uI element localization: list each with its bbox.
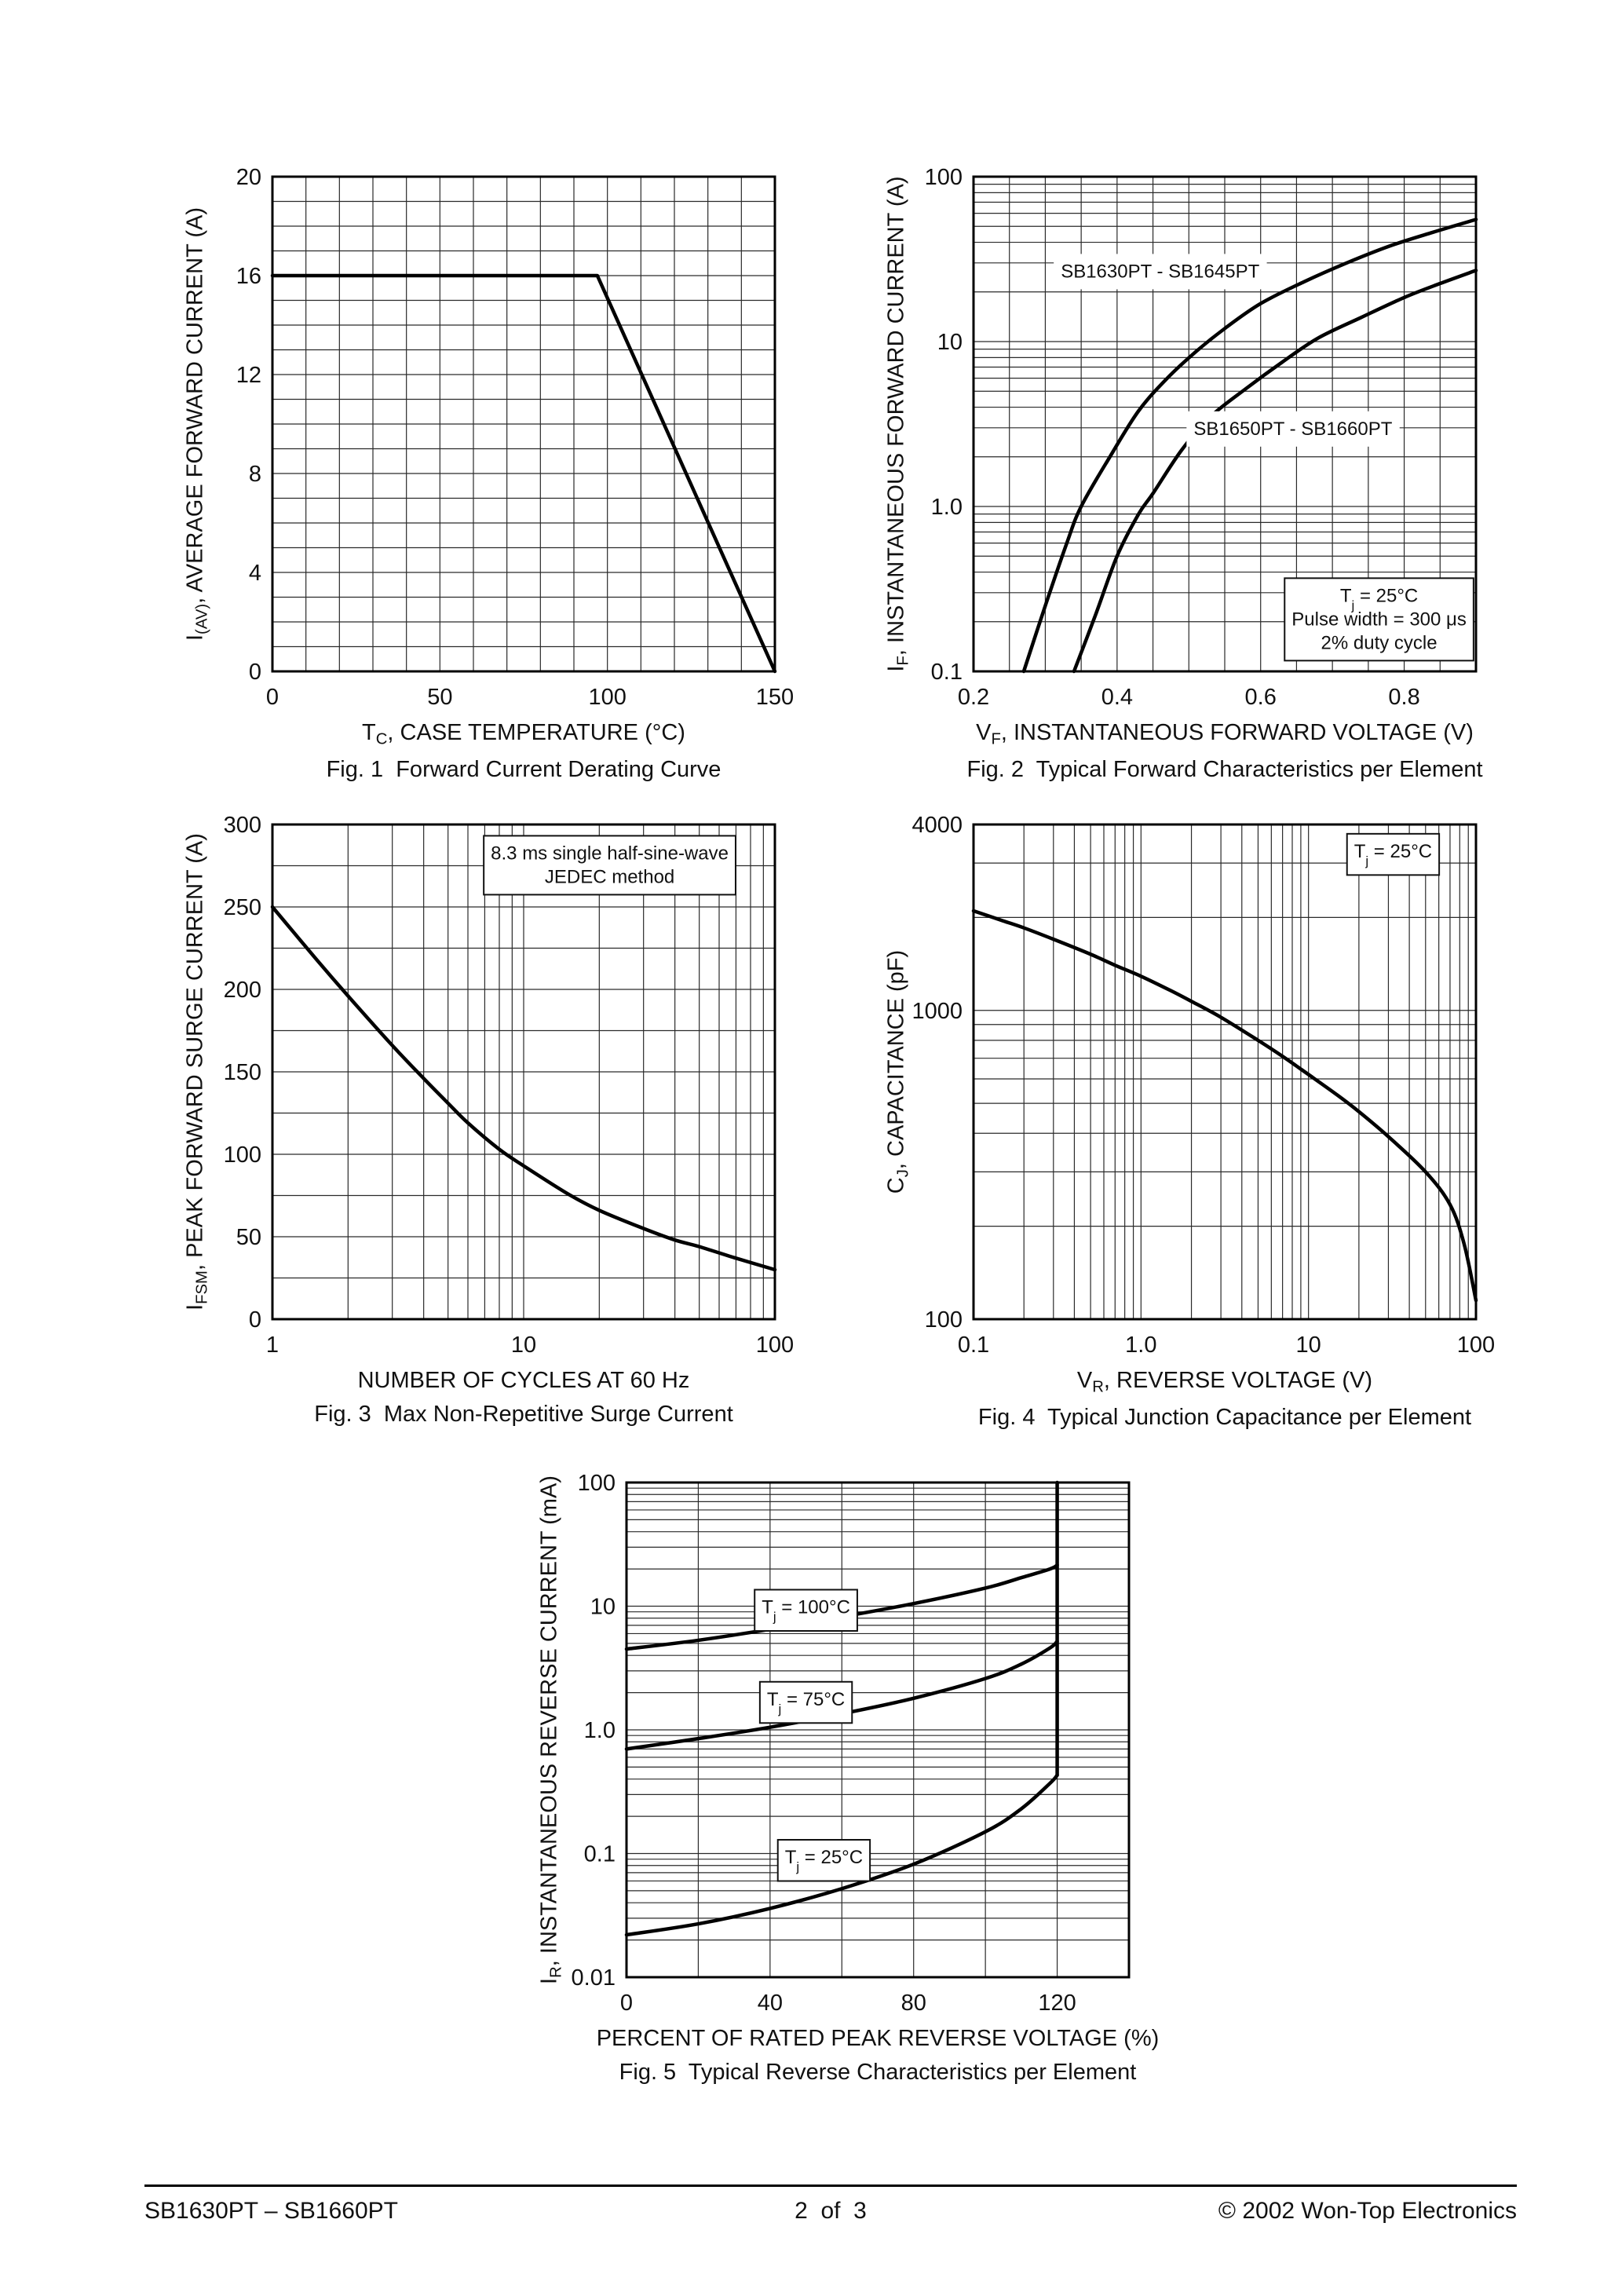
svg-text:Tj = 75°C: Tj = 75°C <box>767 1689 845 1717</box>
svg-text:0: 0 <box>249 1307 261 1333</box>
svg-text:JEDEC method: JEDEC method <box>545 866 674 887</box>
svg-text:Tj = 25°C: Tj = 25°C <box>1340 585 1418 612</box>
footer-part-number: SB1630PT – SB1660PT <box>144 2198 398 2224</box>
svg-text:10: 10 <box>1296 1333 1321 1358</box>
svg-text:4000: 4000 <box>911 813 963 838</box>
svg-text:50: 50 <box>236 1225 261 1250</box>
svg-text:1000: 1000 <box>911 999 963 1024</box>
fig2-x-axis-label: VF, INSTANTANEOUS FORWARD VOLTAGE (V) <box>976 720 1474 748</box>
svg-text:Tj = 100°C: Tj = 100°C <box>762 1597 850 1625</box>
svg-text:16: 16 <box>236 264 261 289</box>
figure-4: CJ, CAPACITANCE (pF) 0.1 1.0 10 100 100 1000 4… <box>879 809 1523 1431</box>
svg-text:12: 12 <box>236 363 261 388</box>
svg-text:1: 1 <box>266 1333 279 1358</box>
fig1-chart: 0 50 100 150 0 4 8 12 16 20 <box>236 165 794 710</box>
svg-text:100: 100 <box>588 685 626 710</box>
svg-text:8.3 ms single half-sine-wave: 8.3 ms single half-sine-wave <box>491 843 729 864</box>
figure-3: IFSM, PEAK FORWARD SURGE CURRENT (A) 1 10… <box>178 809 822 1428</box>
svg-text:0.1: 0.1 <box>584 1842 616 1867</box>
fig3-caption: Fig. 3 Max Non-Repetitive Surge Current <box>314 1402 733 1427</box>
svg-text:Pulse width = 300 μs: Pulse width = 300 μs <box>1291 609 1467 630</box>
svg-text:0.6: 0.6 <box>1245 685 1277 710</box>
figure-1: I(AV), AVERAGE FORWARD CURRENT (A) 0 50 10… <box>178 161 822 783</box>
fig5-y-axis-label: IR, INSTANTANEOUS REVERSE CURRENT (mA) <box>536 1475 565 1984</box>
svg-text:20: 20 <box>236 165 261 190</box>
fig5-x-axis-label: PERCENT OF RATED PEAK REVERSE VOLTAGE (%… <box>596 2026 1160 2051</box>
svg-text:4: 4 <box>249 561 261 586</box>
svg-text:10: 10 <box>590 1595 616 1620</box>
fig1-caption: Fig. 1 Forward Current Derating Curve <box>326 756 721 782</box>
svg-text:8: 8 <box>249 462 261 487</box>
svg-text:SB1650PT - SB1660PT: SB1650PT - SB1660PT <box>1193 419 1392 440</box>
footer-copyright: © 2002 Won-Top Electronics <box>1218 2198 1517 2224</box>
svg-text:1.0: 1.0 <box>584 1718 616 1743</box>
fig2-caption: Fig. 2 Typical Forward Characteristics p… <box>966 756 1483 782</box>
svg-text:120: 120 <box>1038 1991 1076 2016</box>
svg-text:150: 150 <box>224 1060 261 1085</box>
svg-text:10: 10 <box>937 330 963 355</box>
fig4-chart: 0.1 1.0 10 100 100 1000 4000 Tj = 25°C <box>911 813 1495 1358</box>
svg-text:1.0: 1.0 <box>931 495 963 520</box>
svg-text:SB1630PT - SB1645PT: SB1630PT - SB1645PT <box>1061 261 1259 282</box>
page-footer: SB1630PT – SB1660PT 2 of 3 © 2002 Won-To… <box>144 2184 1517 2225</box>
fig4-y-axis-label: CJ, CAPACITANCE (pF) <box>883 949 912 1194</box>
fig1-y-axis-label: I(AV), AVERAGE FORWARD CURRENT (A) <box>182 207 211 641</box>
figure-2: IF, INSTANTANEOUS FORWARD CURRENT (A) 0.… <box>879 161 1523 783</box>
svg-text:40: 40 <box>758 1991 783 2016</box>
svg-text:100: 100 <box>925 1307 963 1333</box>
fig3-y-axis-label: IFSM, PEAK FORWARD SURGE CURRENT (A) <box>182 833 211 1311</box>
svg-text:300: 300 <box>224 813 261 838</box>
svg-text:0.8: 0.8 <box>1388 685 1419 710</box>
svg-text:80: 80 <box>901 1991 926 2016</box>
svg-text:100: 100 <box>925 165 963 190</box>
svg-text:150: 150 <box>756 685 794 710</box>
footer-page-number: 2 of 3 <box>795 2198 867 2224</box>
svg-text:100: 100 <box>756 1333 794 1358</box>
fig3-x-axis-label: NUMBER OF CYCLES AT 60 Hz <box>357 1368 690 1393</box>
svg-text:100: 100 <box>578 1471 616 1496</box>
fig4-caption: Fig. 4 Typical Junction Capacitance per … <box>977 1404 1472 1430</box>
svg-text:250: 250 <box>224 895 261 920</box>
svg-text:2% duty cycle: 2% duty cycle <box>1321 632 1438 653</box>
svg-text:100: 100 <box>1457 1333 1495 1358</box>
svg-text:200: 200 <box>224 978 261 1003</box>
svg-text:Tj = 25°C: Tj = 25°C <box>785 1847 863 1874</box>
svg-text:0.1: 0.1 <box>958 1333 989 1358</box>
fig4-x-axis-label: VR, REVERSE VOLTAGE (V) <box>1076 1368 1373 1396</box>
fig5-chart: 0 40 80 120 0.01 0.1 1.0 10 100 Tj = 100°C Tj = 75… <box>572 1471 1131 2016</box>
svg-text:100: 100 <box>224 1143 261 1168</box>
svg-text:0.1: 0.1 <box>931 660 963 685</box>
fig3-chart: 1 10 100 0 50 100 150 200 250 300 8.3 ms single ha… <box>224 813 795 1358</box>
svg-text:0.01: 0.01 <box>572 1965 616 1991</box>
svg-text:0: 0 <box>249 660 261 685</box>
svg-text:1.0: 1.0 <box>1125 1333 1156 1358</box>
figure-5: IR, INSTANTANEOUS REVERSE CURRENT (mA) 0… <box>532 1467 1176 2086</box>
fig2-y-axis-label: IF, INSTANTANEOUS FORWARD CURRENT (A) <box>883 176 912 672</box>
svg-text:0.4: 0.4 <box>1101 685 1133 710</box>
fig2-chart: 0.2 0.4 0.6 0.8 0.1 1.0 10 100 SB1630PT - SB1645… <box>925 165 1478 710</box>
svg-text:Tj = 25°C: Tj = 25°C <box>1354 841 1432 868</box>
fig1-x-axis-label: TC, CASE TEMPERATURE (°C) <box>362 720 685 748</box>
svg-text:0.2: 0.2 <box>958 685 989 710</box>
svg-text:10: 10 <box>511 1333 536 1358</box>
svg-text:50: 50 <box>427 685 452 710</box>
svg-text:0: 0 <box>620 1991 633 2016</box>
svg-text:0: 0 <box>266 685 279 710</box>
fig5-caption: Fig. 5 Typical Reverse Characteristics p… <box>619 2060 1137 2085</box>
